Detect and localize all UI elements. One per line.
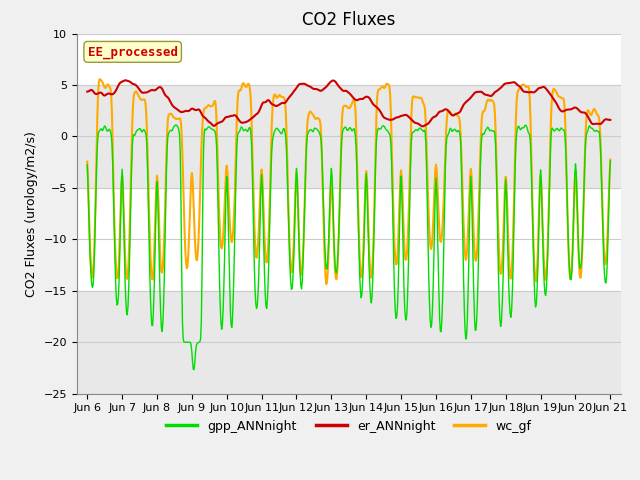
Text: EE_processed: EE_processed [88,45,178,59]
Y-axis label: CO2 Fluxes (urology/m2/s): CO2 Fluxes (urology/m2/s) [25,131,38,297]
Bar [77,85,621,188]
Bar [77,291,621,394]
Title: CO2 Fluxes: CO2 Fluxes [302,11,396,29]
Legend: gpp_ANNnight, er_ANNnight, wc_gf: gpp_ANNnight, er_ANNnight, wc_gf [161,415,536,438]
